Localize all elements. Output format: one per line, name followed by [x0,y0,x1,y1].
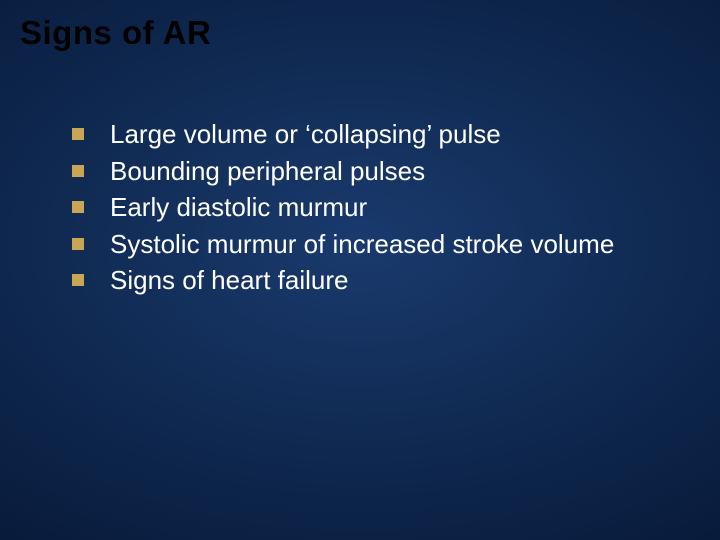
slide-title: Signs of AR [20,14,211,52]
list-item: Systolic murmur of increased stroke volu… [72,228,690,261]
square-bullet-icon [72,201,84,213]
square-bullet-icon [72,165,84,177]
bullet-text: Large volume or ‘collapsing’ pulse [110,118,501,151]
slide: Signs of AR Large volume or ‘collapsing’… [0,0,720,540]
list-item: Signs of heart failure [72,264,690,297]
list-item: Large volume or ‘collapsing’ pulse [72,118,690,151]
bullet-text: Early diastolic murmur [110,191,367,224]
list-item: Bounding peripheral pulses [72,155,690,188]
list-item: Early diastolic murmur [72,191,690,224]
square-bullet-icon [72,128,84,140]
square-bullet-icon [72,238,84,250]
bullet-text: Bounding peripheral pulses [110,155,425,188]
bullet-list: Large volume or ‘collapsing’ pulse Bound… [72,118,690,301]
bullet-text: Systolic murmur of increased stroke volu… [110,228,614,261]
square-bullet-icon [72,274,84,286]
bullet-text: Signs of heart failure [110,264,348,297]
